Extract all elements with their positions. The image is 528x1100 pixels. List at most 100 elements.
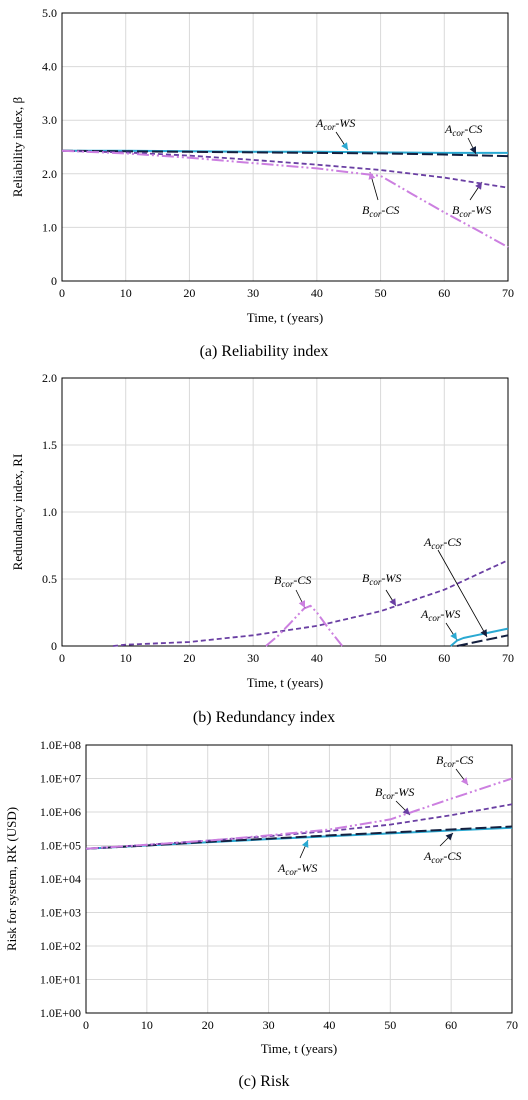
y-tick-label: 1.5 (42, 438, 57, 452)
series-label-main: A (423, 535, 432, 549)
series-label-main: B (362, 571, 370, 585)
series-label: Acor-CS (444, 122, 482, 138)
series-label-suffix: -WS (440, 607, 460, 621)
chart-2: 0 10 20 30 40 50 60 70 1.0E+00 1.0E+01 1.0E+02 1.0E… (4, 738, 518, 1090)
series-line-b-cor-cs (85, 777, 513, 850)
series-line-b-cor-ws (61, 149, 509, 189)
y-tick-label: 1.0E+02 (40, 939, 81, 953)
series-label-main: B (452, 203, 460, 217)
series-label-suffix: -CS (464, 122, 482, 136)
annotation-arrow-head (450, 632, 457, 640)
annotation-arrow-head (298, 600, 305, 608)
series-label-suffix: -CS (381, 203, 399, 217)
annotation-arrow-head (461, 777, 468, 785)
x-tick-label: 30 (263, 1018, 275, 1032)
y-tick-label: 1.0E+04 (40, 872, 81, 886)
x-tick-label: 10 (120, 651, 132, 665)
y-tick-label: 2.0 (42, 167, 57, 181)
series-label-sub: cor (369, 209, 381, 219)
series-label-suffix: -CS (455, 753, 473, 767)
y-tick-label: 1.0E+07 (40, 772, 81, 786)
annotation-arrow-head (389, 598, 396, 606)
series-label-main: B (375, 785, 383, 799)
y-axis-label: Reliability index, β (10, 97, 25, 198)
series-label-sub: cor (459, 209, 471, 219)
plot-frame (61, 12, 509, 282)
series-label-sub: cor (382, 791, 394, 801)
y-axis-label: Redundancy index, RI (10, 454, 25, 571)
y-tick-label: 5.0 (42, 6, 57, 20)
y-tick-label: 1.0E+06 (40, 805, 81, 819)
x-axis-label: Time, t (years) (261, 1041, 337, 1056)
plot-frame (85, 744, 513, 1014)
series-label: Acor-WS (420, 607, 460, 623)
series-label-main: B (274, 573, 282, 587)
series-label-sub: cor (431, 855, 443, 865)
series-label: Bcor-CS (274, 573, 311, 589)
annotation-arrow-line (437, 549, 488, 638)
series-label-suffix: -WS (394, 785, 414, 799)
y-tick-label: 0.5 (42, 572, 57, 586)
y-tick-label: 2.0 (42, 371, 57, 385)
x-axis-label: Time, t (years) (247, 310, 323, 325)
series-line-b-cor-cs (265, 604, 344, 647)
y-tick-label: 4.0 (42, 60, 57, 74)
series-label: Acor-CS (423, 535, 461, 551)
series-line-b-cor-ws (85, 803, 513, 850)
series-label-sub: cor (369, 577, 381, 587)
x-tick-label: 20 (183, 286, 195, 300)
series-label-sub: cor (431, 541, 443, 551)
series-label: Acor-CS (423, 849, 461, 865)
annotation-arrow-head (445, 833, 453, 841)
series-label-main: A (277, 861, 286, 875)
series-label: Bcor-WS (452, 203, 491, 219)
series-label-sub: cor (428, 613, 440, 623)
series-label-suffix: -WS (335, 116, 355, 130)
x-tick-label: 20 (202, 1018, 214, 1032)
series-label-suffix: -CS (293, 573, 311, 587)
annotation-arrow-head (402, 807, 410, 815)
x-tick-label: 0 (59, 286, 65, 300)
series-line-a-cor-cs (85, 825, 513, 850)
chart-0: 0 10 20 30 40 50 60 70 0 1.0 2.0 3.0 4.0 5.0 Time, t (… (10, 6, 514, 360)
y-tick-label: 1.0 (42, 505, 57, 519)
series-label-suffix: -CS (443, 535, 461, 549)
series-label-main: A (444, 122, 453, 136)
x-tick-label: 20 (183, 651, 195, 665)
series-label: Acor-WS (277, 861, 317, 877)
series-label-suffix: -WS (471, 203, 491, 217)
x-tick-label: 0 (59, 651, 65, 665)
x-tick-label: 40 (323, 1018, 335, 1032)
plot-frame (61, 377, 509, 647)
y-tick-label: 1.0E+00 (40, 1006, 81, 1020)
y-tick-label: 1.0E+08 (40, 738, 81, 752)
series-label-sub: cor (443, 759, 455, 769)
x-tick-label: 40 (311, 286, 323, 300)
series-line-a-cor-ws (450, 627, 509, 647)
series-label-sub: cor (323, 122, 335, 132)
annotation-arrow-head (475, 182, 482, 190)
x-tick-label: 40 (311, 651, 323, 665)
y-tick-label: 3.0 (42, 113, 57, 127)
annotation-arrow-head (301, 840, 309, 848)
y-tick-label: 1.0E+05 (40, 839, 81, 853)
series-label: Acor-WS (315, 116, 355, 132)
chart-caption: (b) Redundancy index (193, 709, 335, 726)
series-label-sub: cor (452, 128, 464, 138)
y-tick-label: 1.0E+03 (40, 906, 81, 920)
x-tick-label: 10 (141, 1018, 153, 1032)
x-tick-label: 10 (120, 286, 132, 300)
chart-caption: (a) Reliability index (200, 343, 329, 360)
annotation-arrow-head (480, 629, 487, 637)
x-tick-label: 30 (247, 651, 259, 665)
chart-caption: (c) Risk (238, 1073, 289, 1090)
series-label-sub: cor (281, 579, 293, 589)
x-axis-label: Time, t (years) (247, 675, 323, 690)
series-label-suffix: -WS (297, 861, 317, 875)
series-line-a-cor-ws (62, 149, 508, 154)
x-tick-label: 50 (384, 1018, 396, 1032)
y-tick-label: 1.0E+01 (40, 973, 81, 987)
series-line-b-cor-ws (112, 559, 509, 647)
